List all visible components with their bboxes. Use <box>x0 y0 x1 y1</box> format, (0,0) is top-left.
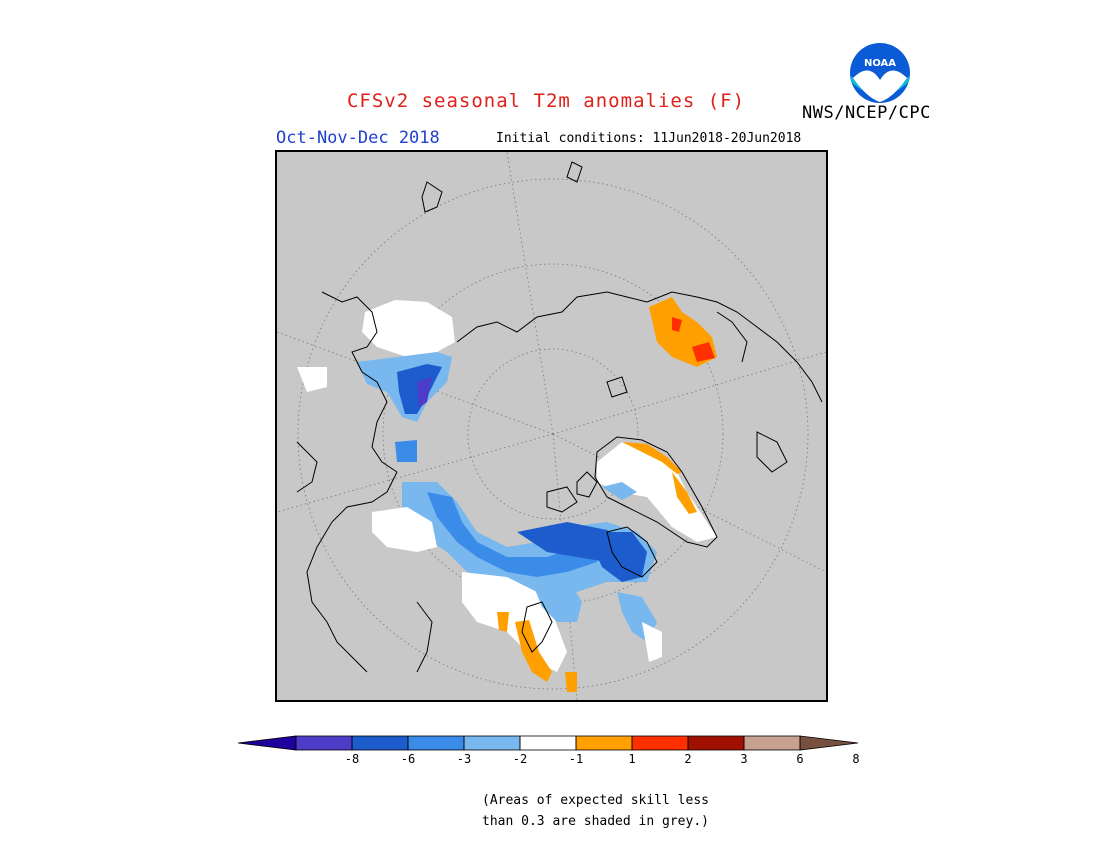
colorbar-tick-label: 3 <box>740 752 748 766</box>
noaa-logo: NOAA <box>849 42 911 104</box>
colorbar-arrow-right <box>800 736 858 750</box>
polar-map <box>275 150 828 702</box>
colorbar-segment <box>408 736 464 750</box>
colorbar-tick-label: 2 <box>684 752 692 766</box>
colorbar-arrow-right <box>799 735 859 751</box>
footnote-line2: than 0.3 are shaded in grey.) <box>482 814 709 829</box>
colorbar-segment <box>352 736 408 750</box>
chart-title: CFSv2 seasonal T2m anomalies (F) <box>346 90 746 112</box>
coastlines <box>296 161 823 673</box>
colorbar-ticks: -8 -6 -3 -2 -1 1 2 3 6 8 <box>238 752 864 772</box>
colorbar-tick-label: 8 <box>852 752 860 766</box>
colorbar-segment <box>296 736 352 750</box>
colorbar-segment <box>688 736 744 750</box>
colorbar-tick-label: 1 <box>628 752 636 766</box>
map-canvas <box>277 152 826 700</box>
footnote: (Areas of expected skill less than 0.3 a… <box>482 790 709 832</box>
colorbar-tick-label: -2 <box>512 752 528 766</box>
colorbar-segment <box>744 736 800 750</box>
colorbar-segment <box>632 736 688 750</box>
initial-conditions-label: Initial conditions: 11Jun2018-20Jun2018 <box>496 131 802 146</box>
colorbar-tick-label: -3 <box>456 752 472 766</box>
colorbar <box>238 735 859 751</box>
colorbar-tick-label: 6 <box>796 752 804 766</box>
colorbar-arrow-left <box>238 736 296 750</box>
europe-anomalies <box>297 300 455 462</box>
russia-anomalies <box>372 482 662 672</box>
footnote-line1: (Areas of expected skill less <box>482 793 709 808</box>
season-label: Oct-Nov-Dec 2018 <box>276 128 440 148</box>
colorbar-segment <box>464 736 520 750</box>
colorbar-tick-label: -6 <box>400 752 416 766</box>
greenland-anomalies <box>597 442 717 542</box>
colorbar-segment <box>576 736 632 750</box>
noaa-logo-text: NOAA <box>864 58 896 69</box>
alaska-anomalies <box>649 297 717 367</box>
colorbar-tick-label: -8 <box>344 752 360 766</box>
colorbar-tick-label: -1 <box>568 752 584 766</box>
colorbar-segment <box>520 736 576 750</box>
organization-label: NWS/NCEP/CPC <box>802 103 931 123</box>
